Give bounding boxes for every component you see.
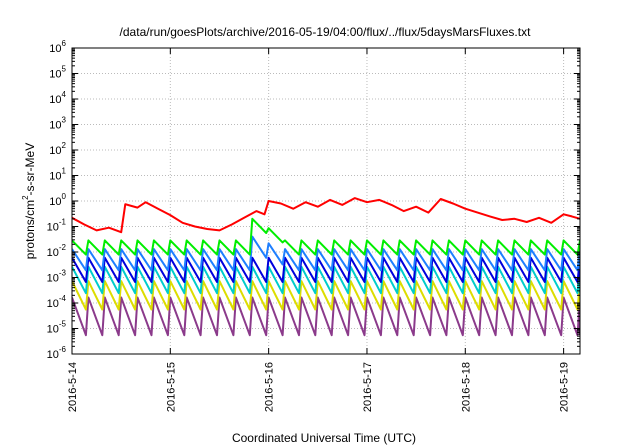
x-axis-label: Coordinated Universal Time (UTC) [232,431,416,445]
y-tick-label: 10-4 [47,294,67,310]
y-tick-label: 104 [49,90,66,106]
series-line-6 [72,280,580,311]
x-tick-label: 2016-5-15 [165,362,177,412]
x-tick-label: 2016-5-18 [460,362,472,412]
y-tick-labels: 10-6 10-5 10-4 10-3 10-2 10-1 100 101 102 103 104 1… [47,39,67,361]
y-tick-label: 101 [49,167,66,183]
y-tick-label: 10-6 [47,345,67,361]
y-tick-label: 10-2 [47,243,67,259]
y-tick-label: 100 [49,192,66,208]
series-line-1 [72,197,580,234]
series-line-5 [72,265,580,295]
x-tick-label: 2016-5-19 [559,362,571,412]
y-tick-label: 102 [49,141,66,157]
y-tick-label: 106 [49,39,66,55]
y-tick-label: 103 [49,116,66,132]
x-tick-labels: 2016-5-14 2016-5-15 2016-5-16 2016-5-17 2016… [67,362,571,412]
x-tick-label: 2016-5-14 [67,362,79,412]
grid [72,48,580,354]
y-axis-label: protons/cm2-s-sr-MeV [21,143,37,259]
y-tick-label: 10-3 [47,269,67,285]
series-line-3 [72,235,580,272]
series-line-2 [72,217,580,256]
series-line-7 [72,296,580,337]
chart-title: /data/run/goesPlots/archive/2016-05-19/0… [120,25,532,39]
y-tick-label: 10-1 [47,218,67,234]
tick-marks [71,47,580,355]
series-line-4 [72,256,580,283]
x-tick-label: 2016-5-17 [362,362,374,412]
plot-frame [71,47,581,355]
series-group [72,197,580,337]
y-tick-label: 10-5 [47,320,67,336]
y-tick-label: 105 [49,65,66,81]
x-tick-label: 2016-5-16 [264,362,276,412]
